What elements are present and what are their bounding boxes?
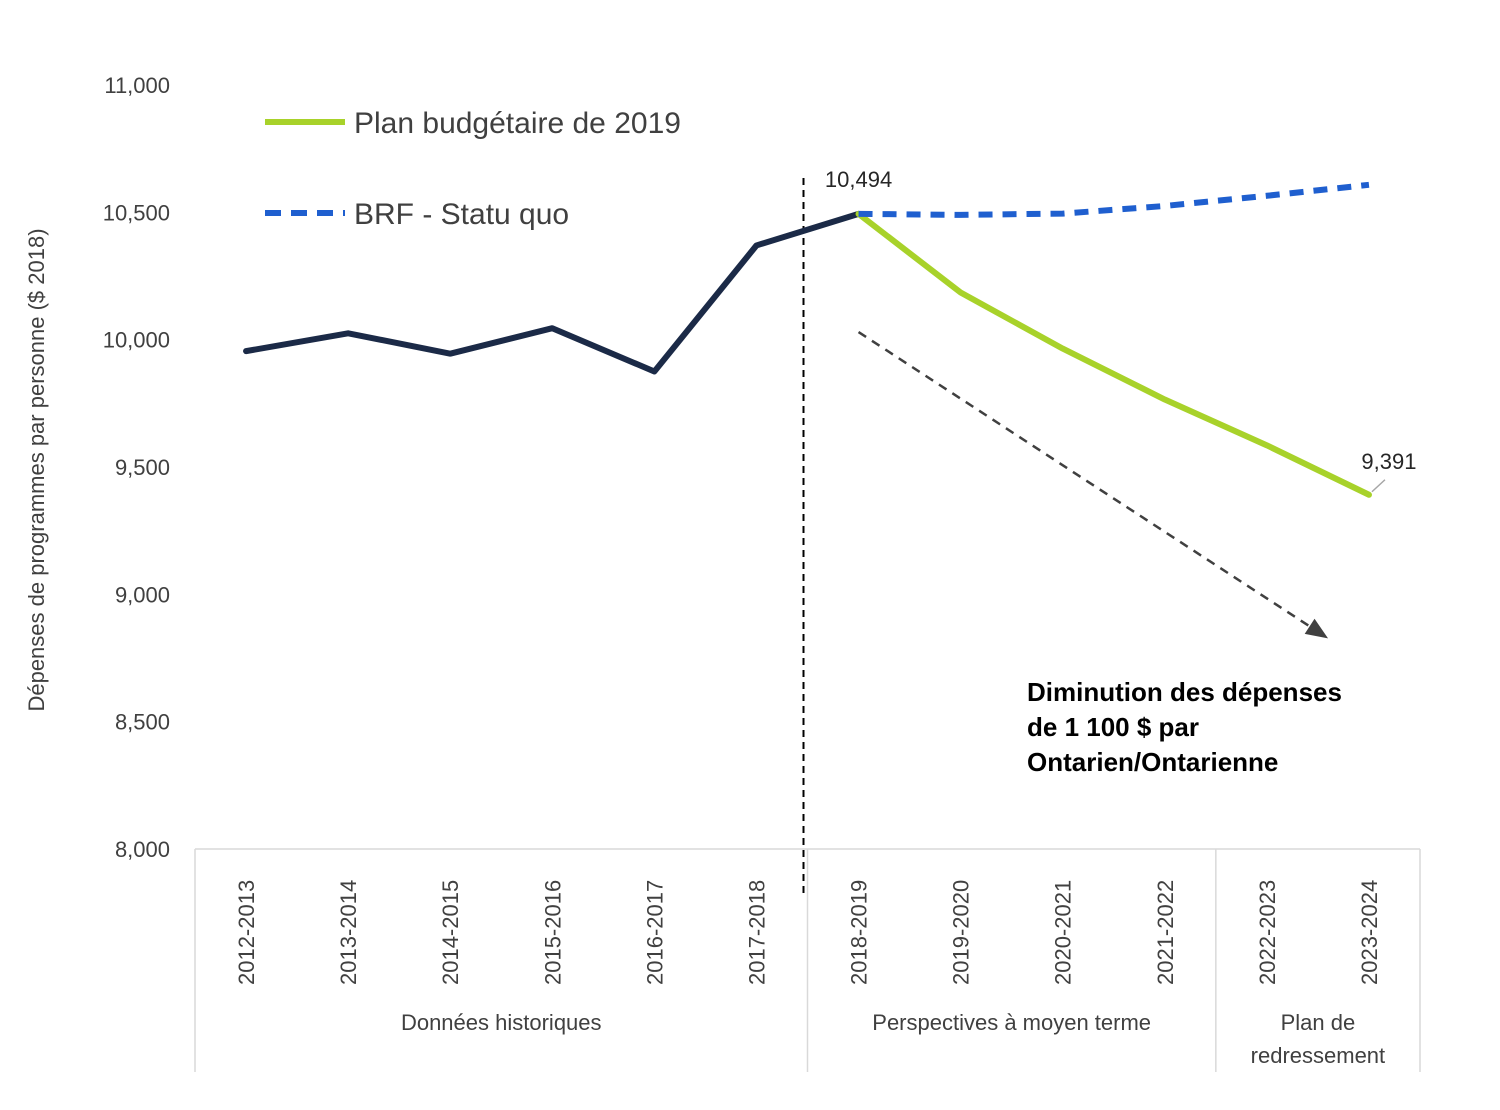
- series-line-historique: [243, 210, 862, 375]
- annotation-text: Diminution des dépenses de 1 100 $ par O…: [1027, 677, 1342, 777]
- trend-arrow: [857, 330, 1329, 639]
- x-tick-label: 2020-2021: [1051, 880, 1076, 985]
- annotation-line-3: Ontarien/Ontarienne: [1027, 747, 1278, 777]
- x-tick-label: 2018-2019: [847, 880, 872, 985]
- legend: Plan budgétaire de 2019 BRF - Statu quo: [265, 107, 681, 231]
- data-label-start: 10,494: [825, 167, 892, 192]
- y-tick-label: 10,000: [103, 328, 170, 353]
- x-tick-label: 2012-2013: [234, 880, 259, 985]
- x-tick-label: 2021-2022: [1153, 880, 1178, 985]
- annotation-line-1: Diminution des dépenses: [1027, 677, 1342, 707]
- x-tick-label: 2014-2015: [438, 880, 463, 985]
- x-tick-label: 2017-2018: [744, 880, 769, 985]
- data-label-end: 9,391: [1361, 449, 1416, 474]
- y-tick-label: 9,500: [115, 455, 170, 480]
- series-line-brf-statu-quo: [858, 181, 1370, 218]
- y-tick-label: 8,000: [115, 837, 170, 862]
- x-tick-label: 2016-2017: [642, 880, 667, 985]
- series-line-plan-budgetaire: [855, 210, 1372, 498]
- x-tick-label: 2013-2014: [336, 880, 361, 985]
- x-tick-label: 2023-2024: [1357, 880, 1382, 985]
- y-axis-ticks: 11,000 10,500 10,000 9,500 9,000 8,500 8,000: [103, 73, 170, 862]
- annotation-line-2: de 1 100 $ par: [1027, 712, 1199, 742]
- data-labels: 10,494 9,391: [825, 167, 1416, 493]
- legend-label-plan-budgetaire: Plan budgétaire de 2019: [354, 107, 681, 140]
- series-lines: [243, 181, 1372, 498]
- trend-arrow-line: [857, 330, 1324, 637]
- x-tick-label: 2015-2016: [540, 880, 565, 985]
- y-axis-title: Dépenses de programmes par personne ($ 2…: [24, 228, 49, 711]
- trend-arrow-head: [1304, 618, 1329, 639]
- x-tick-label: 2022-2023: [1255, 880, 1280, 985]
- x-group-label: Données historiques: [401, 1010, 602, 1035]
- x-group-label: Plan de redressement: [1251, 1010, 1386, 1068]
- x-group-label: Perspectives à moyen terme: [872, 1010, 1151, 1035]
- legend-label-brf-statu-quo: BRF - Statu quo: [354, 198, 569, 231]
- data-label-leader: [1371, 479, 1386, 493]
- y-tick-label: 11,000: [104, 73, 170, 98]
- x-axis: 2012-2013 2013-2014 2014-2015 2015-2016 2016…: [194, 848, 1421, 1072]
- x-tick-label: 2019-2020: [949, 880, 974, 985]
- y-tick-label: 10,500: [103, 200, 170, 225]
- y-tick-label: 9,000: [115, 582, 170, 607]
- y-tick-label: 8,500: [115, 710, 170, 735]
